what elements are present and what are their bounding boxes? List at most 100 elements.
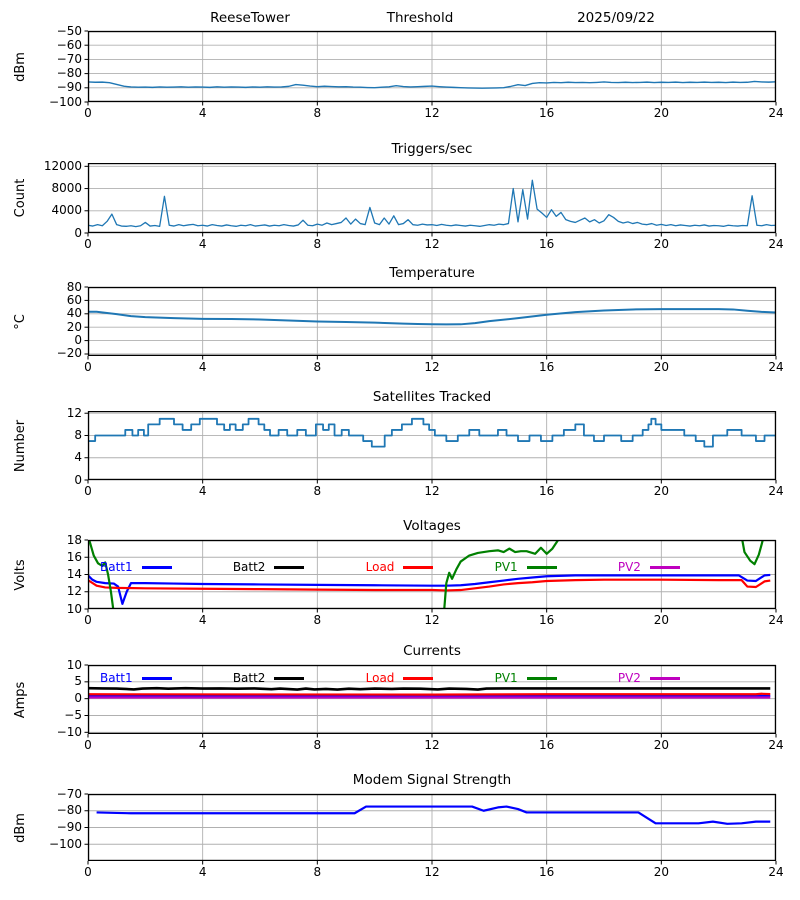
y-tick-label: 16: [66, 549, 82, 564]
plot-area-triggers: [84, 163, 777, 237]
x-tick-label: 20: [653, 106, 669, 120]
legend-line-swatch: [403, 565, 434, 569]
x-tick-label: 0: [84, 738, 92, 752]
y-tick-label: −50: [56, 23, 82, 38]
legend-label: Batt1: [100, 560, 133, 574]
x-tick-label: 12: [424, 237, 440, 251]
x-tick-label: 20: [653, 613, 669, 627]
x-tick-label: 16: [539, 106, 555, 120]
x-tick-label: 24: [768, 484, 784, 498]
x-tick-label: 8: [313, 360, 322, 374]
x-tick-label: 0: [84, 106, 92, 120]
legend-line-swatch: [141, 565, 172, 569]
plot-area-temperature: [84, 286, 777, 360]
panel-title-satellites: Satellites Tracked: [372, 389, 492, 405]
x-tick-label: 4: [198, 865, 207, 879]
x-tick-label: 24: [768, 613, 784, 627]
legend-line-swatch: [649, 676, 680, 680]
y-axis-label: Count: [13, 178, 28, 218]
y-axis-label: Volts: [13, 558, 28, 591]
y-tick-label: 12: [66, 405, 82, 420]
series-group: [88, 540, 771, 609]
axes-border: [88, 31, 776, 103]
x-tick-label: 24: [768, 738, 784, 752]
series-line-temperature: [88, 308, 776, 326]
axes-border: [88, 287, 776, 357]
x-tick-label: 4: [198, 613, 207, 627]
legend-item-pv2: PV2: [618, 559, 680, 575]
axes-border: [88, 794, 776, 862]
series-line-load: [88, 692, 771, 696]
legend-line-swatch: [274, 676, 305, 680]
legend-label: PV1: [494, 671, 518, 685]
y-tick-label: 60: [66, 292, 82, 307]
x-tick-label: 8: [313, 484, 322, 498]
series-line-threshold: [88, 80, 776, 89]
plot-area-currents: [84, 664, 777, 738]
y-tick-label: 0: [74, 225, 82, 240]
y-tick-label: −80: [56, 66, 82, 81]
y-tick-label: 8: [74, 427, 82, 442]
y-tick-label: 18: [66, 532, 82, 547]
x-tick-label: 12: [424, 865, 440, 879]
x-tick-label: 20: [653, 738, 669, 752]
x-tick-label: 16: [539, 738, 555, 752]
station-name: ReeseTower: [210, 10, 290, 26]
axes-border: [88, 411, 776, 481]
y-tick-label: −20: [56, 346, 82, 361]
legend-label: Batt2: [232, 560, 266, 574]
x-tick-label: 24: [768, 106, 784, 120]
y-axis-label: °C: [13, 313, 28, 330]
page-title: Threshold: [386, 10, 454, 26]
legend-label: Load: [365, 671, 395, 685]
x-tick-label: 4: [198, 738, 207, 752]
series-group: [88, 179, 776, 228]
y-tick-label: 10: [66, 657, 82, 672]
legend-item-load: Load: [366, 559, 434, 575]
x-tick-label: 20: [653, 237, 669, 251]
x-tick-label: 16: [539, 484, 555, 498]
y-tick-label: −10: [56, 724, 82, 739]
panel-title-temperature: Temperature: [389, 265, 475, 281]
legend-label: PV2: [617, 560, 641, 574]
currents-legend: Batt1 Batt2 Load PV1 PV2: [100, 670, 680, 686]
panel-title-currents: Currents: [403, 643, 461, 659]
series-group: [88, 417, 776, 448]
x-tick-label: 24: [768, 237, 784, 251]
y-tick-label: 10: [66, 601, 82, 616]
y-tick-label: −70: [56, 786, 82, 801]
x-tick-label: 12: [424, 738, 440, 752]
legend-item-pv2: PV2: [618, 670, 680, 686]
x-tick-label: 16: [539, 237, 555, 251]
x-tick-label: 4: [198, 237, 207, 251]
x-tick-label: 16: [539, 360, 555, 374]
series-group: [88, 80, 776, 89]
y-tick-label: 40: [66, 306, 82, 321]
x-tick-label: 8: [313, 237, 322, 251]
series-line-load: [88, 578, 771, 592]
y-tick-label: −70: [56, 51, 82, 66]
x-tick-label: 20: [653, 484, 669, 498]
voltages-legend: Batt1 Batt2 Load PV1 PV2: [100, 559, 680, 575]
legend-item-pv1: PV1: [495, 559, 557, 575]
legend-label: PV1: [494, 560, 518, 574]
y-axis-label: Number: [13, 419, 28, 472]
y-tick-label: −60: [56, 37, 82, 52]
y-tick-label: −90: [56, 820, 82, 834]
series-line-triggers-sec: [88, 179, 776, 228]
x-tick-label: 8: [313, 613, 322, 627]
y-tick-label: 80: [66, 279, 82, 294]
axes-border: [88, 665, 776, 735]
x-tick-label: 4: [198, 484, 207, 498]
legend-line-swatch: [141, 676, 172, 680]
x-tick-label: 24: [768, 865, 784, 879]
legend-item-pv1: PV1: [495, 670, 557, 686]
y-tick-label: −90: [56, 80, 82, 95]
legend-label: Batt2: [232, 671, 266, 685]
x-tick-label: 0: [84, 360, 92, 374]
y-tick-label: 12: [66, 584, 82, 599]
x-tick-label: 24: [768, 360, 784, 374]
x-tick-label: 0: [84, 484, 92, 498]
x-tick-label: 8: [313, 738, 322, 752]
y-tick-label: 0: [74, 333, 82, 348]
